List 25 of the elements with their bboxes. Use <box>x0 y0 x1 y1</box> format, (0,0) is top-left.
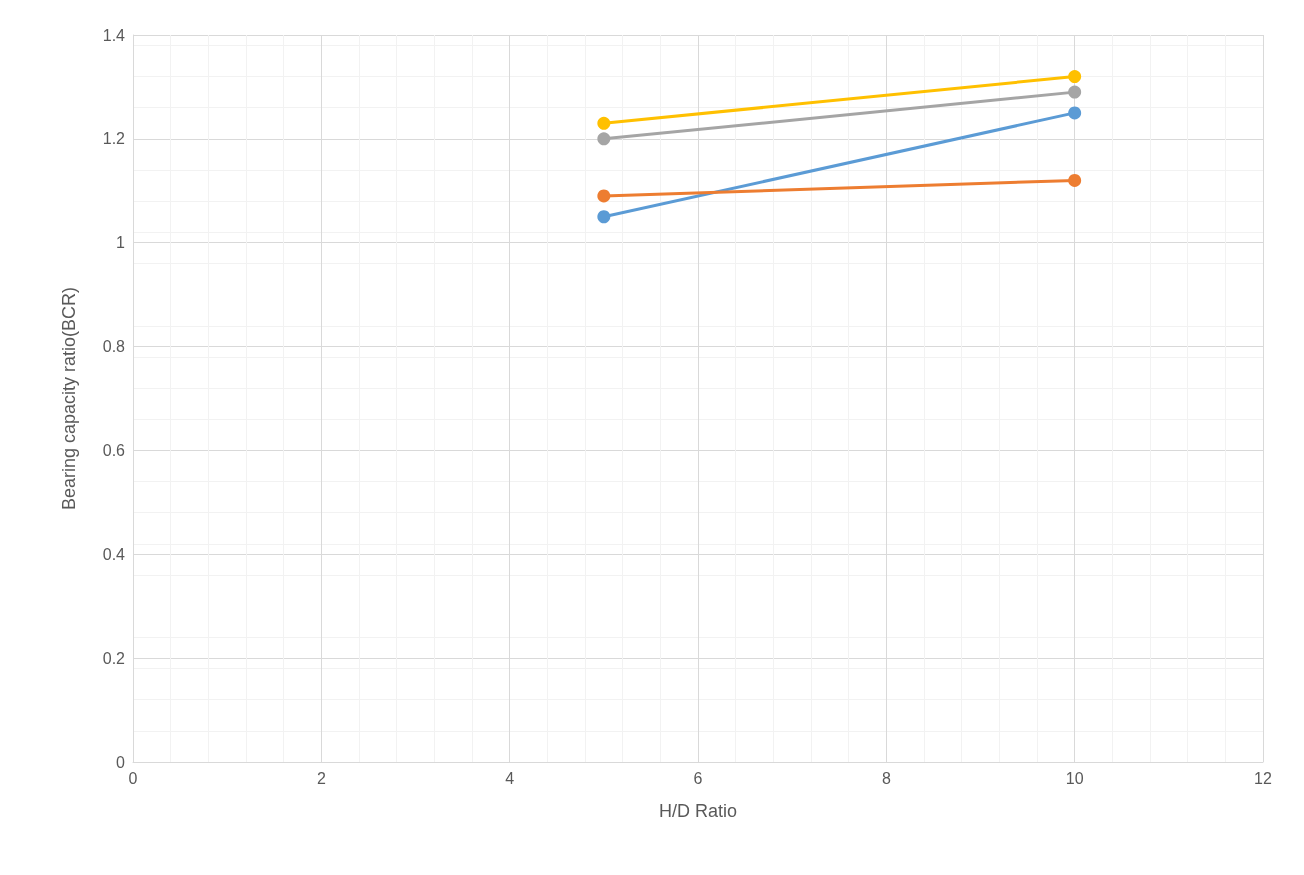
x-tick-label: 4 <box>505 769 515 787</box>
x-tick-label: 8 <box>881 769 891 787</box>
point <box>1068 106 1082 120</box>
y-tick-label: 0.2 <box>102 649 126 667</box>
point <box>597 189 611 203</box>
x-tick-label: 0 <box>128 769 138 787</box>
y-tick-label: 0.6 <box>102 441 126 459</box>
x-tick-label: 6 <box>693 769 703 787</box>
y-tick-label: 1.4 <box>102 26 126 44</box>
x-tick-label: 12 <box>1254 769 1272 787</box>
x-tick-label: 10 <box>1065 769 1084 787</box>
point <box>597 132 611 146</box>
point <box>597 116 611 130</box>
x-axis-title: H/D Ratio <box>658 801 738 821</box>
point <box>1068 85 1082 99</box>
point <box>1068 173 1082 187</box>
point <box>1068 70 1082 84</box>
x-tick-label: 2 <box>316 769 326 787</box>
y-tick-label: 0.8 <box>102 338 126 356</box>
y-tick-label: 0.4 <box>102 545 126 563</box>
y-tick-label: 0 <box>116 753 126 771</box>
y-tick-label: 1 <box>116 234 126 252</box>
point <box>597 210 611 224</box>
y-axis-title: Bearing capacity ratio(BCR) <box>59 286 79 511</box>
y-tick-label: 1.2 <box>102 130 126 148</box>
